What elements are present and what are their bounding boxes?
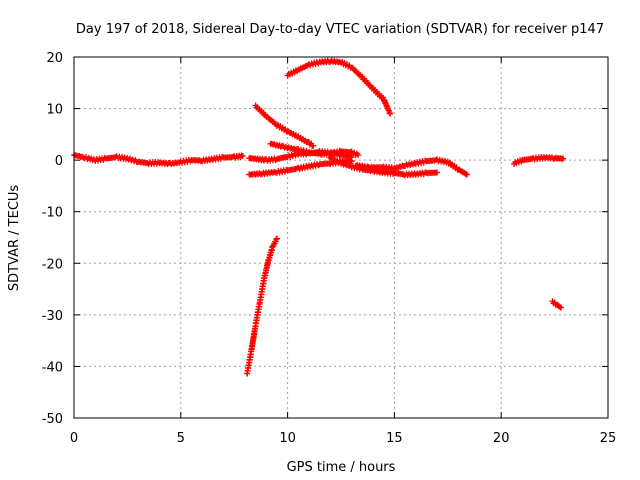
data-point <box>344 161 351 168</box>
data-point <box>400 171 407 178</box>
x-tick-label: 20 <box>493 431 510 446</box>
data-point <box>464 171 471 178</box>
y-tick-label: 0 <box>55 154 63 169</box>
data-point <box>353 150 360 157</box>
x-tick-label: 25 <box>600 431 617 446</box>
data-point <box>131 158 138 165</box>
x-tick-label: 0 <box>70 431 78 446</box>
data-point <box>556 303 563 310</box>
data-point <box>273 235 280 242</box>
data-point <box>347 157 354 164</box>
y-tick-label: 10 <box>46 103 63 118</box>
data-point <box>342 160 349 167</box>
data-point <box>560 155 567 162</box>
ticks-layer: 0 5 10 15 20 25 -50 -40 -30 -20 -10 0 10 20 <box>42 51 617 446</box>
data-series-segment <box>71 151 246 168</box>
x-axis-label: GPS time / hours <box>287 460 396 475</box>
data-series-segment <box>267 140 362 158</box>
data-point <box>89 157 96 164</box>
x-tick-label: 15 <box>386 431 403 446</box>
y-tick-label: -30 <box>42 309 63 324</box>
data-series-segment <box>352 156 471 178</box>
data-series-segment <box>252 102 317 149</box>
data-series-segment <box>284 57 394 117</box>
data-point <box>310 142 317 149</box>
data-point <box>558 304 565 311</box>
y-tick-label: 20 <box>46 51 63 66</box>
x-tick-label: 5 <box>177 431 185 446</box>
y-tick-label: -10 <box>42 206 63 221</box>
data-point <box>395 164 402 171</box>
data-series-segment <box>244 235 280 377</box>
grid-layer <box>74 57 608 418</box>
data-points <box>71 57 567 377</box>
x-tick-label: 10 <box>279 431 296 446</box>
y-tick-label: -50 <box>42 412 63 427</box>
data-point <box>239 153 246 160</box>
plot-frame <box>73 56 609 419</box>
y-tick-label: -40 <box>42 360 63 375</box>
y-axis-label: SDTVAR / TECUs <box>7 185 22 292</box>
y-tick-label: -20 <box>42 257 63 272</box>
data-point <box>390 166 397 173</box>
data-point <box>187 158 194 165</box>
data-series-segment <box>511 154 567 167</box>
data-point <box>398 163 405 170</box>
chart-title: Day 197 of 2018, Sidereal Day-to-day VTE… <box>76 22 604 37</box>
data-point <box>392 165 399 172</box>
data-point <box>387 110 394 117</box>
data-point <box>434 169 441 176</box>
data-point <box>355 151 362 158</box>
data-series-segment <box>549 298 565 311</box>
data-point <box>348 158 355 165</box>
